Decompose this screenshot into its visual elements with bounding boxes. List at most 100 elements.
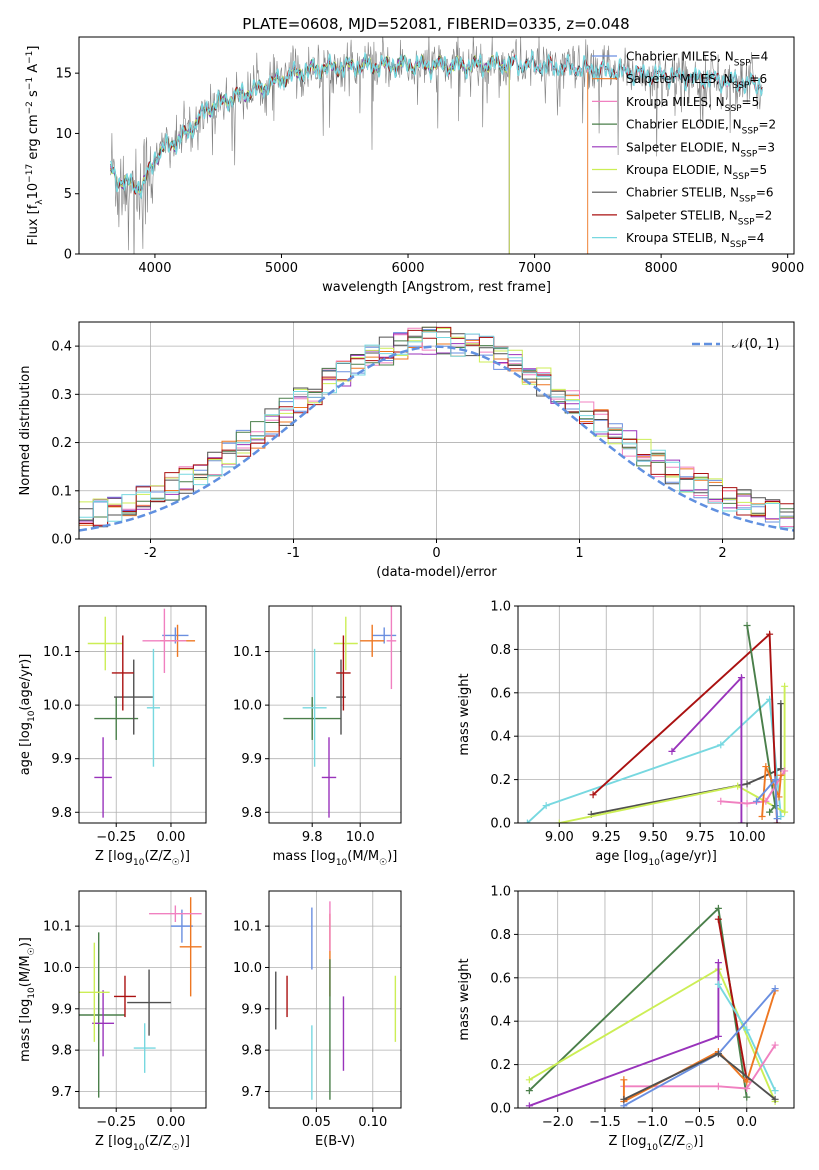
weight-point-marker [620,1102,628,1108]
label-fragment: SSP [734,59,751,69]
weight-point-marker [766,630,774,638]
x-axis-label: mass [log10(M/M☉)] [273,849,398,868]
weight-point-marker [781,808,789,816]
weight-point-marker [734,782,742,790]
y-tick-label: 9.8 [241,1044,262,1059]
y-tick-label: 0.8 [490,643,511,658]
x-tick-label: −1.5 [589,1115,621,1130]
x-tick-label: -1 [287,546,300,561]
label-fragment: ☉ [172,1143,180,1153]
label-fragment: SSP [733,81,750,91]
label-fragment: 10 [27,987,37,999]
legend-entry: Salpeter STELIB, NSSP=2 [626,208,772,227]
x-tick-label: 10.0 [346,830,375,845]
label-fragment: (age/yr)] [18,654,33,711]
label-fragment: )] [693,1134,703,1149]
label-fragment: age [log [595,849,648,864]
weight-point-marker [737,674,745,682]
weight-point-marker [523,819,531,823]
x-tick-label: 10.00 [728,830,765,845]
label-fragment: =3 [757,140,775,154]
x-tick-label: -2 [144,546,157,561]
y-tick-label: 0.2 [490,1058,511,1073]
y-axis-label: mass weight [457,958,472,1040]
weight-point-marker [555,819,563,823]
label-fragment: =4 [747,231,765,245]
x-axis-label: E(B-V) [315,1134,355,1149]
age_vs_Z-panel: −0.25 0.009.89.910.010.1Z [log10(Z/Z☉)]ag… [18,605,207,868]
x-tick-label: 0.0 [736,1115,757,1130]
x-tick-label: 0 [432,546,440,561]
weight-series-line-2 [559,686,786,823]
weight-point-marker [771,1041,779,1049]
x-tick-label: 0.10 [358,1115,387,1130]
legend-entry: Kroupa STELIB, NSSP=4 [626,231,764,250]
label-fragment: Salpeter STELIB, N [626,208,738,222]
y-tick-label: 5 [64,187,72,202]
x-tick-label: 9000 [771,261,804,276]
y-tick-label: 0.4 [490,1015,511,1030]
label-fragment: age [log [18,722,33,775]
y-tick-label: 1.0 [490,885,511,900]
weight-series-line-0 [528,906,748,1098]
mass_vs_Z-plot-area [79,897,202,1098]
label-fragment: Chabrier ELODIE, N [626,118,742,132]
weight_vs_age-plot-area [523,622,789,823]
weight-point-marker [773,815,781,823]
label-fragment: =5 [742,95,760,109]
label-fragment: 10 [27,710,37,722]
y-tick-label: 15 [55,67,72,82]
weight-point-marker [771,1095,779,1103]
legend-entry: Salpeter MILES, NSSP=6 [626,72,767,91]
weight-point-marker [737,819,745,823]
label-fragment: =2 [755,208,773,222]
label-fragment: λ [35,199,45,205]
weight-series-line-3 [717,919,748,1080]
spectrum-plot-area [109,37,764,254]
y-tick-label: 0.3 [51,388,72,403]
x-tick-label: 7000 [518,261,551,276]
x-axis-label: Z [log10(Z/Z☉)] [95,1134,190,1153]
label-fragment: 10 [336,858,348,868]
weight-point-marker [525,1087,533,1095]
chart-title: PLATE=0608, MJD=52081, FIBERID=0335, z=0… [242,15,629,33]
gaussian-reference-line [79,345,794,532]
weight-point-marker [743,799,751,807]
weight-point-marker [758,812,766,820]
label-fragment: A [26,64,41,77]
label-fragment: (age/yr)] [660,849,717,864]
weight-point-marker [743,1026,751,1034]
y-tick-label: 9.8 [241,806,262,821]
label-fragment: −1 [25,51,35,64]
x-tick-label: 2 [718,546,726,561]
axes-frame [78,605,207,824]
label-fragment: ☉ [172,858,180,868]
label-fragment: 10 [26,183,41,200]
y-tick-label: 0 [64,248,72,263]
y-tick-label: 9.9 [241,1002,262,1017]
y-axis-label: Flux [fλ10−17 erg cm−2 s−1 A−1] [25,46,45,246]
x-tick-label: −0.25 [96,830,136,845]
weight-point-marker [743,1084,751,1092]
label-fragment: SSP [733,172,750,182]
mass_vs_Z-panel: −0.25 0.009.79.89.910.010.1Z [log10(Z/Z☉)… [18,890,207,1153]
weight-series-line-5 [623,1044,776,1090]
y-tick-label: 9.9 [51,752,72,767]
y-tick-label: 0.0 [490,817,511,832]
label-fragment: (M/M [18,955,33,987]
x-tick-label: 0.00 [156,830,185,845]
weight-point-marker [781,682,789,690]
weight-point-marker [781,767,789,775]
label-fragment: )] [180,1134,190,1149]
label-fragment: Kroupa MILES, N [626,95,725,109]
weight-point-marker [714,915,722,923]
x-tick-label: −0.5 [684,1115,716,1130]
weight-point-marker [771,776,779,784]
label-fragment: 10 [133,858,145,868]
label-fragment: SSP [742,127,759,137]
y-tick-label: 10.0 [233,699,262,714]
label-fragment: SSP [738,217,755,227]
observed-spectrum-line [110,37,763,254]
